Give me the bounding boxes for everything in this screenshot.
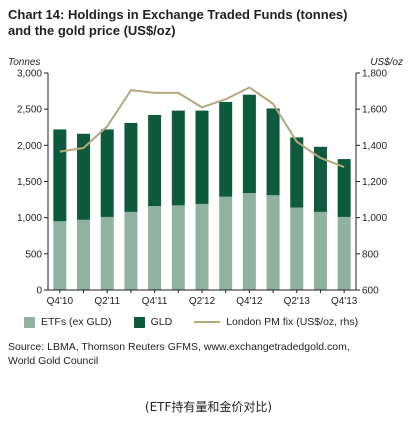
bar-etfs-ex-gld xyxy=(290,207,304,290)
bar-etfs-ex-gld xyxy=(242,193,256,290)
bar-gld xyxy=(195,110,209,204)
left-axis-tick-label: 500 xyxy=(25,249,42,260)
right-axis-tick-label: 800 xyxy=(362,249,379,260)
right-axis-tick-label: 1,000 xyxy=(362,213,387,224)
right-axis-tick-label: 1,800 xyxy=(362,69,387,80)
bar-etfs-ex-gld xyxy=(53,221,67,290)
left-axis-tick-label: 1,500 xyxy=(17,177,42,188)
source-line1: Source: LBMA, Thomson Reuters GFMS, www.… xyxy=(8,341,350,353)
chart-plot: 0 500 1,000 1,500 2,000 2,500 3,000 600 800 1,000… xyxy=(17,69,387,308)
right-axis-unit: US$/oz xyxy=(370,57,403,68)
left-axis-tick-label: 2,500 xyxy=(17,105,42,116)
bar-etfs-ex-gld xyxy=(266,195,280,290)
bar-gld xyxy=(290,137,304,208)
left-axis-tick-label: 1,000 xyxy=(17,213,42,224)
bar-gld xyxy=(148,114,162,207)
bar-etfs-ex-gld xyxy=(195,203,209,290)
right-axis-tick-label: 1,600 xyxy=(362,105,387,116)
x-axis-tick-label: Q2'13 xyxy=(284,296,311,307)
legend-swatch-gld xyxy=(133,316,145,328)
right-axis-tick-label: 1,200 xyxy=(362,177,387,188)
bar-gld xyxy=(313,146,327,212)
left-axis-tick-label: 0 xyxy=(36,286,42,297)
bar-gld xyxy=(219,101,233,197)
x-axis-tick-label: Q4'10 xyxy=(47,296,74,307)
legend-item-gld: GLD xyxy=(133,316,173,328)
bar-gld xyxy=(171,110,185,206)
chart-source: Source: LBMA, Thomson Reuters GFMS, www.… xyxy=(8,340,408,368)
x-axis-tick-label: Q4'11 xyxy=(142,296,168,307)
chart-legend: ETFs (ex GLD) GLD London PM fix (US$/oz,… xyxy=(24,316,380,328)
bar-gld xyxy=(77,133,91,220)
legend-swatch-london-fix xyxy=(194,321,221,323)
legend-item-etfs: ETFs (ex GLD) xyxy=(24,316,112,328)
line-london-pm-fix xyxy=(59,86,345,168)
bar-gld xyxy=(266,108,280,196)
bar-etfs-ex-gld xyxy=(148,206,162,290)
legend-label-etfs: ETFs (ex GLD) xyxy=(41,316,112,328)
x-axis-tick-label: Q2'11 xyxy=(94,296,120,307)
chart-title: Chart 14: Holdings in Exchange Traded Fu… xyxy=(8,7,408,39)
x-axis-tick-label: Q4'12 xyxy=(236,296,263,307)
bar-etfs-ex-gld xyxy=(313,211,327,290)
bar-gld xyxy=(242,94,256,194)
legend-label-london-fix: London PM fix (US$/oz, rhs) xyxy=(226,316,359,328)
bar-gld xyxy=(337,159,351,217)
bar-gld xyxy=(124,122,138,212)
legend-label-gld: GLD xyxy=(150,316,173,328)
bar-etfs-ex-gld xyxy=(219,196,233,290)
legend-swatch-etfs xyxy=(24,316,35,328)
bar-etfs-ex-gld xyxy=(100,216,114,290)
bar-etfs-ex-gld xyxy=(77,219,91,290)
x-axis-tick-label: Q2'12 xyxy=(189,296,216,307)
left-axis-unit: Tonnes xyxy=(8,57,41,68)
bar-etfs-ex-gld xyxy=(171,205,185,290)
image-caption: (ETF持有量和金价对比) xyxy=(144,400,273,414)
bar-etfs-ex-gld xyxy=(124,211,138,290)
chart-title-line1: Chart 14: Holdings in Exchange Traded Fu… xyxy=(8,7,348,22)
left-axis-tick-label: 2,000 xyxy=(17,141,42,152)
chart-title-line2: and the gold price (US$/oz) xyxy=(8,23,176,38)
right-axis-tick-label: 600 xyxy=(362,286,379,297)
bar-gld xyxy=(53,129,67,222)
right-axis-tick-label: 1,400 xyxy=(362,141,387,152)
legend-item-london-fix: London PM fix (US$/oz, rhs) xyxy=(194,316,358,328)
x-axis-tick-label: Q4'13 xyxy=(331,296,358,307)
source-line2: World Gold Council xyxy=(8,355,99,367)
bar-gld xyxy=(100,129,114,217)
left-axis-tick-label: 3,000 xyxy=(17,69,42,80)
bar-etfs-ex-gld xyxy=(337,216,351,290)
